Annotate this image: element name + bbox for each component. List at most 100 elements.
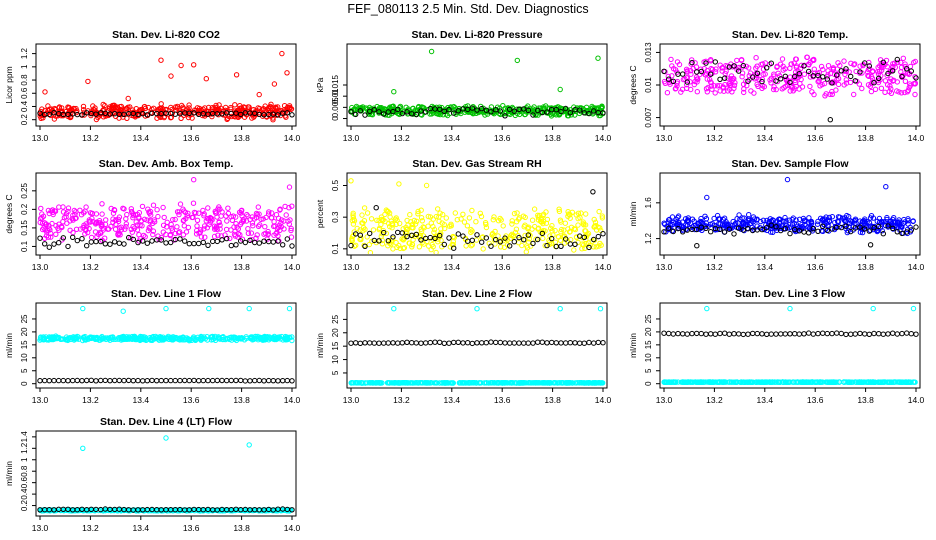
data-point (561, 227, 567, 233)
data-point (734, 57, 740, 64)
data-point (715, 216, 722, 222)
data-point (121, 241, 127, 247)
y-tick-label: 15 (644, 340, 653, 349)
data-point (196, 240, 202, 247)
data-point (801, 71, 808, 77)
data-point (395, 229, 401, 236)
data-point (520, 213, 527, 219)
data-point (835, 214, 842, 220)
data-point (68, 507, 74, 513)
data-point (865, 72, 871, 79)
data-point (894, 331, 900, 337)
y-tick-label: 0 (20, 381, 29, 386)
data-point (862, 331, 868, 337)
data-point (381, 111, 387, 117)
data-point (807, 83, 813, 90)
data-point (781, 379, 787, 385)
plot-frame (35, 43, 297, 127)
data-point (567, 110, 573, 116)
data-point (793, 56, 799, 62)
data-point (768, 331, 774, 337)
data-point (831, 79, 838, 85)
data-point (130, 236, 137, 243)
data-point (224, 377, 230, 384)
data-point (834, 72, 840, 78)
data-point (826, 214, 832, 221)
data-point (221, 336, 227, 343)
data-point (353, 380, 359, 386)
data-point (400, 245, 407, 252)
data-point (796, 331, 802, 337)
data-point (904, 66, 910, 72)
data-point (726, 331, 732, 337)
data-point (513, 226, 520, 232)
data-point (779, 56, 786, 62)
data-point (819, 217, 825, 223)
data-point (675, 225, 681, 232)
data-point (190, 200, 197, 206)
data-point (862, 226, 868, 232)
data-point (70, 212, 76, 219)
data-point (262, 224, 268, 230)
data-point (376, 109, 382, 115)
data-point (781, 85, 787, 91)
data-point (474, 107, 480, 113)
data-point (461, 219, 468, 225)
data-point (358, 235, 364, 241)
data-point (890, 216, 896, 223)
data-point (787, 65, 793, 72)
x-tick-label: 13.8 (857, 395, 874, 405)
chart-title: Stan. Dev. Line 1 Flow (111, 288, 222, 300)
data-point (804, 54, 810, 60)
data-point (883, 222, 889, 229)
data-point (380, 227, 387, 234)
data-point (698, 66, 704, 72)
data-point (553, 340, 559, 346)
data-point (219, 209, 225, 215)
data-point (827, 117, 833, 123)
data-point (730, 75, 736, 82)
data-point (584, 380, 590, 386)
data-point (486, 380, 492, 386)
data-point (210, 238, 216, 245)
data-point (557, 306, 563, 312)
data-point (776, 219, 783, 226)
data-point (490, 230, 496, 237)
data-point (753, 55, 759, 61)
data-point (410, 380, 416, 386)
data-point (825, 62, 832, 69)
data-point (258, 216, 264, 223)
data-point (818, 63, 825, 70)
data-point (206, 221, 212, 228)
data-point (80, 103, 87, 110)
data-point (284, 236, 290, 242)
data-point (216, 102, 222, 108)
data-point (882, 89, 888, 96)
data-point (540, 220, 546, 227)
data-point (253, 111, 259, 118)
data-point (403, 224, 409, 231)
data-point (852, 61, 858, 67)
data-point (759, 226, 765, 233)
data-point (843, 331, 849, 338)
data-point (289, 243, 295, 249)
x-tick-label: 13.6 (807, 133, 824, 143)
data-point (558, 340, 564, 346)
x-tick-label: 13.4 (444, 395, 461, 405)
data-point (468, 226, 474, 233)
data-point (51, 241, 57, 247)
x-tick-label: 13.2 (82, 133, 99, 143)
data-point (905, 218, 911, 224)
data-point (684, 82, 690, 88)
data-point (415, 211, 421, 217)
data-point (241, 104, 247, 110)
data-point (428, 246, 434, 253)
data-point (746, 65, 752, 71)
data-point (120, 308, 126, 314)
data-point (890, 68, 896, 74)
data-point (884, 214, 890, 221)
data-point (865, 379, 872, 385)
data-point (479, 340, 485, 346)
data-point (466, 215, 473, 221)
data-point (456, 380, 463, 386)
